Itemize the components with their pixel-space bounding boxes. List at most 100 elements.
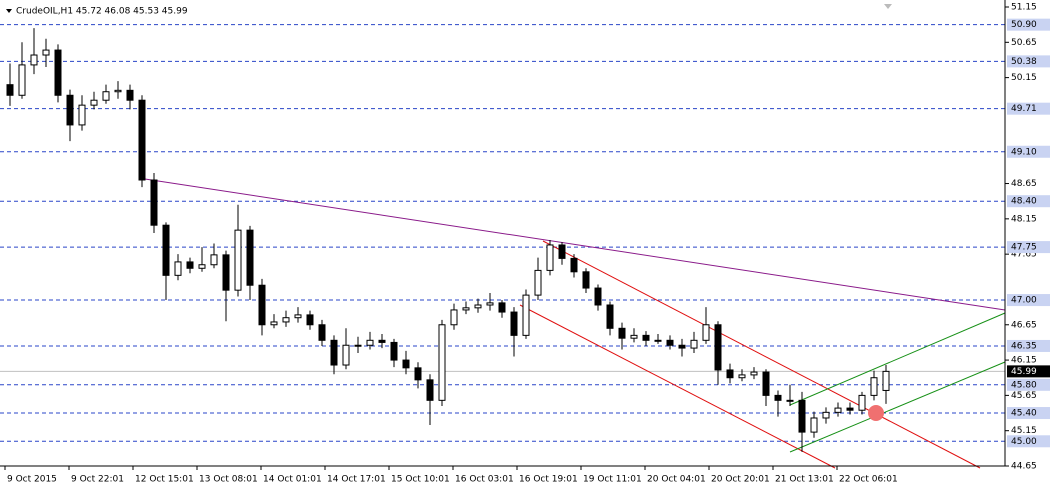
candle-body: [414, 367, 422, 381]
candle-body: [510, 311, 518, 336]
candle-body: [678, 344, 686, 349]
x-tick-label: 22 Oct 06:01: [839, 475, 898, 485]
trend-lines: [144, 178, 1006, 469]
level-label: 48.40: [1011, 197, 1037, 207]
candle-body: [786, 399, 794, 402]
candles: [6, 28, 890, 452]
candle-body: [498, 302, 506, 313]
candle-body: [282, 317, 290, 323]
last-price-box: [1007, 365, 1050, 378]
candle-body: [318, 324, 326, 341]
candle-body: [270, 321, 278, 326]
y-tick-label: 46.65: [1011, 320, 1037, 330]
candle-body: [642, 334, 650, 341]
candle-body: [150, 179, 158, 226]
candle-body: [426, 379, 434, 401]
y-tick-label: 47.65: [1011, 250, 1037, 260]
candle-body: [618, 327, 626, 339]
x-tick-label: 19 Oct 11:01: [583, 475, 642, 485]
candle-body: [258, 284, 266, 326]
candle-body: [330, 339, 338, 366]
candle-body: [726, 369, 734, 379]
x-tick-label: 14 Oct 17:01: [327, 475, 386, 485]
candle-body: [558, 244, 566, 259]
axis: 51.15 50.65 50.15 48.65 48.15 47.65 46.65 46.15…: [4, 3, 1050, 485]
candle-body: [246, 229, 254, 286]
candle-body: [462, 307, 470, 311]
candle-body: [594, 287, 602, 306]
level-label-box: [1007, 435, 1050, 448]
level-label-box: [1007, 55, 1050, 68]
candle-body: [546, 244, 554, 271]
level-label: 47.75: [1011, 243, 1037, 253]
levels: [0, 24, 1005, 442]
candle-body: [570, 257, 578, 273]
level-label: 50.90: [1011, 20, 1037, 30]
level-label-box: [1007, 294, 1050, 307]
candle-body: [186, 261, 194, 269]
level-label: 45.80: [1011, 380, 1037, 390]
x-tick-label: 20 Oct 04:01: [647, 475, 706, 485]
x-tick-label: 14 Oct 01:01: [263, 475, 322, 485]
candle-body: [450, 309, 458, 326]
candle-body: [390, 341, 398, 361]
trend-line: [144, 178, 1006, 311]
candle-body: [522, 294, 530, 336]
trend-line: [542, 240, 981, 469]
candle-body: [138, 99, 146, 181]
level-label: 50.38: [1011, 57, 1037, 67]
candle-body: [870, 377, 878, 396]
candle-body: [846, 407, 854, 411]
candle-body: [198, 264, 206, 269]
candle-body: [102, 91, 110, 101]
candle-body: [654, 339, 662, 342]
y-tick-label: 48.65: [1011, 179, 1037, 189]
candle-body: [162, 224, 170, 276]
level-label-box: [1007, 145, 1050, 158]
marker: [868, 405, 884, 421]
trend-line: [519, 304, 836, 469]
level-label: 49.71: [1011, 104, 1037, 114]
candle-body: [294, 314, 302, 319]
x-tick-label: 21 Oct 13:01: [775, 475, 834, 485]
candle-body: [474, 304, 482, 309]
candle-body: [774, 394, 782, 401]
level-label-box: [1007, 18, 1050, 31]
candle-body: [354, 344, 362, 347]
x-tick-label: 13 Oct 08:01: [199, 475, 258, 485]
candle-body: [342, 344, 350, 366]
candle-body: [90, 99, 98, 106]
candle-body: [822, 411, 830, 419]
candle-body: [30, 54, 38, 66]
candle-body: [834, 407, 842, 413]
level-label-box: [1007, 339, 1050, 352]
x-tick-label: 9 Oct 2015: [7, 475, 57, 485]
scroll-marker[interactable]: [884, 4, 892, 9]
candle-body: [750, 371, 758, 376]
y-tick-label: 46.15: [1011, 356, 1037, 366]
candle-body: [666, 339, 674, 346]
candle-body: [234, 229, 242, 291]
y-tick-label: 45.15: [1011, 426, 1037, 436]
level-label-box: [1007, 241, 1050, 254]
y-tick-label: 51.15: [1011, 3, 1037, 13]
level-label-box: [1007, 195, 1050, 208]
level-label: 45.00: [1011, 437, 1037, 447]
level-label: 49.10: [1011, 147, 1037, 157]
chart-title: CrudeOIL,H1 45.72 46.08 45.53 45.99: [16, 7, 188, 17]
candle-body: [714, 324, 722, 371]
candle-body: [378, 339, 386, 343]
candle-body: [438, 324, 446, 401]
y-tick-label: 44.65: [1011, 462, 1037, 472]
candle-body: [630, 334, 638, 339]
level-label-box: [1007, 102, 1050, 115]
y-tick-label: 50.65: [1011, 38, 1037, 48]
candle-body: [306, 314, 314, 326]
y-tick-label: 45.65: [1011, 391, 1037, 401]
menu-arrow[interactable]: [6, 9, 12, 13]
candle-body: [690, 339, 698, 349]
candle-body: [366, 339, 374, 346]
candle-body: [858, 394, 866, 411]
candle-body: [114, 89, 122, 93]
